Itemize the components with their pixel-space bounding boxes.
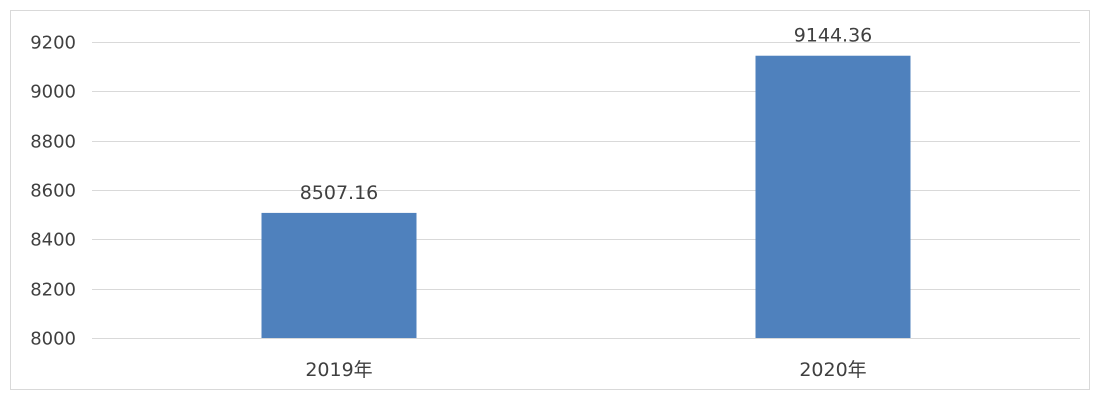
- data-label: 8507.16: [300, 182, 379, 204]
- y-tick-label: 9000: [30, 82, 76, 103]
- gridlines: [92, 42, 1080, 339]
- x-axis-category-labels: 2019年 2020年: [305, 359, 866, 381]
- bar-2019年: [261, 212, 417, 338]
- y-tick-label: 8400: [30, 230, 76, 251]
- y-tick-label: 8800: [30, 132, 76, 153]
- y-axis-tick-labels: 8000 8200 8400 8600 8800 9000 9200: [30, 33, 76, 350]
- y-tick-label: 8600: [30, 181, 76, 202]
- y-tick-label: 9200: [30, 33, 76, 54]
- y-tick-label: 8200: [30, 280, 76, 301]
- bars: [261, 55, 911, 338]
- data-label: 9144.36: [794, 25, 873, 47]
- x-category-label: 2020年: [799, 359, 866, 381]
- x-category-label: 2019年: [305, 359, 372, 381]
- data-labels: 8507.16 9144.36: [300, 25, 873, 204]
- bar-2020年: [755, 55, 911, 338]
- y-tick-label: 8000: [30, 329, 76, 350]
